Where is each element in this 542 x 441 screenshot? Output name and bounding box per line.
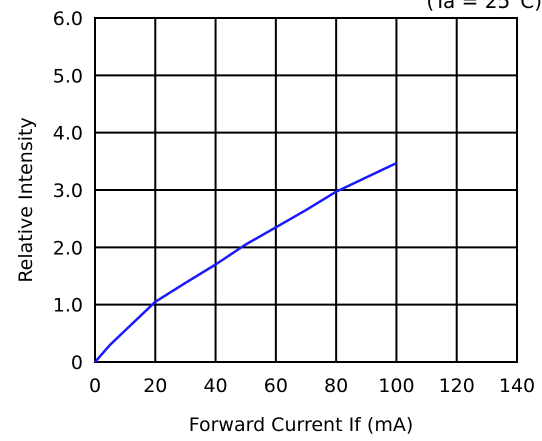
y-tick-label: 5.0 bbox=[53, 65, 83, 87]
x-tick-label: 40 bbox=[203, 375, 227, 397]
y-tick-label: 3.0 bbox=[53, 180, 83, 202]
x-tick-label: 100 bbox=[378, 375, 414, 397]
y-tick-label: 6.0 bbox=[53, 8, 83, 30]
plot-frame bbox=[94, 17, 518, 363]
x-tick-label: 80 bbox=[324, 375, 348, 397]
data-line bbox=[94, 161, 397, 363]
x-axis-title: Forward Current If (mA) bbox=[189, 414, 414, 436]
x-tick-label: 20 bbox=[143, 375, 167, 397]
y-tick-label: 4.0 bbox=[53, 123, 83, 145]
x-tick-label: 60 bbox=[264, 375, 288, 397]
y-tick-label: 0 bbox=[71, 352, 83, 374]
x-tick-label: 0 bbox=[89, 375, 101, 397]
y-axis-title: Relative Intensity bbox=[15, 117, 37, 282]
x-tick-label: 140 bbox=[499, 375, 535, 397]
y-tick-label: 2.0 bbox=[53, 237, 83, 259]
x-tick-label: 120 bbox=[439, 375, 475, 397]
corner-note: (Ta = 25°C) bbox=[426, 0, 542, 13]
y-tick-label: 1.0 bbox=[53, 295, 83, 317]
